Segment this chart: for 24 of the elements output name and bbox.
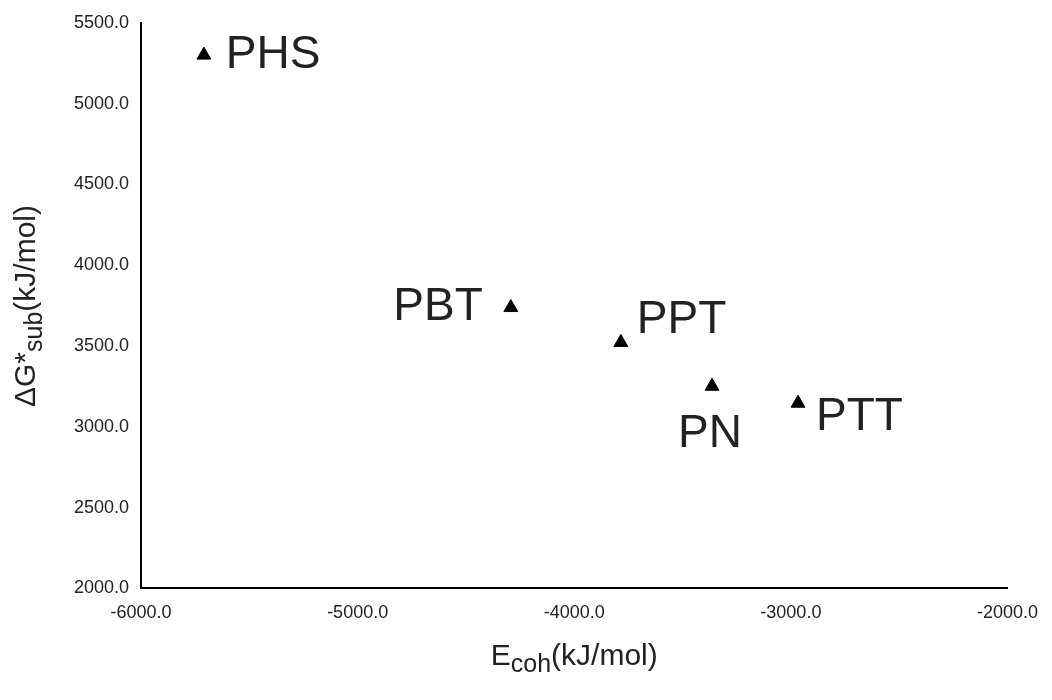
annotation: PPT xyxy=(636,291,727,344)
annotation: PHS xyxy=(225,25,321,78)
point xyxy=(196,46,212,60)
point xyxy=(704,377,720,391)
y-tick-label: 4500.0 xyxy=(73,173,130,194)
x-tick-label: -5000.0 xyxy=(327,602,389,623)
x-tick-label: -6000.0 xyxy=(110,602,172,623)
y-tick-label: 3500.0 xyxy=(73,334,130,355)
point xyxy=(503,299,519,313)
y-tick-label: 4000.0 xyxy=(73,254,130,275)
y-tick-label: 2000.0 xyxy=(73,577,130,598)
x-axis-title: E$_{coh}$(kJ/mol) xyxy=(490,638,658,679)
y-tick-label: 5000.0 xyxy=(73,92,130,113)
y-tick-label: 5500.0 xyxy=(73,11,130,32)
y-tick-label: 3000.0 xyxy=(73,415,130,436)
x-tick-label: -2000.0 xyxy=(976,602,1039,623)
annotation: PTT xyxy=(816,387,903,440)
x-tick-label: -3000.0 xyxy=(760,602,822,623)
annotation: PN xyxy=(678,404,742,457)
point xyxy=(613,333,629,347)
point xyxy=(790,394,806,408)
x-tick-label: -4000.0 xyxy=(543,602,605,623)
annotation: PBT xyxy=(393,278,483,331)
y-tick-label: 2500.0 xyxy=(73,496,130,517)
